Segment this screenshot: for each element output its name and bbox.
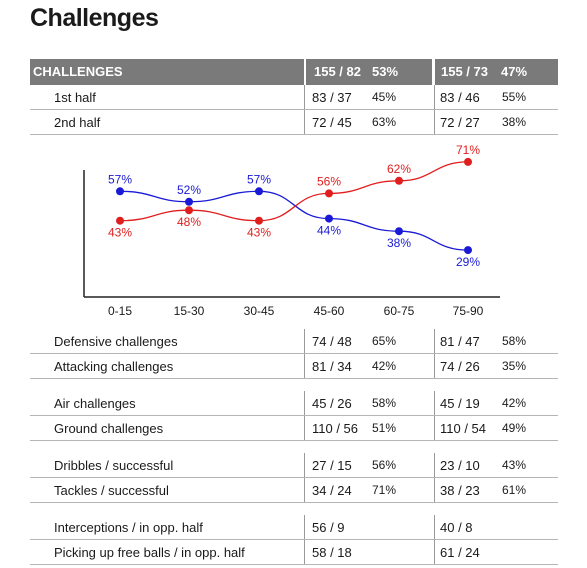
data-label: 43% bbox=[108, 226, 132, 240]
team1-value: 72 / 45 bbox=[312, 115, 352, 130]
header-team1-value: 155 / 82 bbox=[314, 64, 361, 79]
header-team1-pct: 53% bbox=[372, 64, 399, 79]
data-label: 56% bbox=[317, 174, 341, 188]
team2-value: 40 / 8 bbox=[440, 520, 473, 535]
data-point bbox=[255, 187, 263, 196]
header-label: CHALLENGES bbox=[33, 64, 123, 79]
row-label: Defensive challenges bbox=[54, 334, 178, 349]
header-team1-cell: 155 / 82 53% bbox=[306, 59, 432, 85]
team2-value: 72 / 27 bbox=[440, 115, 480, 130]
data-point bbox=[116, 216, 124, 225]
data-point bbox=[116, 187, 124, 196]
team1-pct: 56% bbox=[372, 458, 397, 472]
team2-pct: 35% bbox=[502, 359, 527, 373]
row-label: Ground challenges bbox=[54, 421, 164, 436]
data-label: 71% bbox=[456, 143, 480, 157]
team1-pct: 63% bbox=[372, 115, 397, 129]
header-label-cell: CHALLENGES bbox=[30, 59, 304, 85]
table-row: Tackles / successful 34 / 24 71% 38 / 23 61% bbox=[30, 478, 558, 503]
data-label: 43% bbox=[247, 226, 271, 240]
team1-value: 83 / 37 bbox=[312, 90, 352, 105]
team2-value: 83 / 46 bbox=[440, 90, 480, 105]
team2-pct: 42% bbox=[502, 396, 527, 410]
data-point bbox=[325, 214, 333, 223]
team1-value: 56 / 9 bbox=[312, 520, 345, 535]
data-label: 48% bbox=[177, 215, 201, 229]
data-label: 38% bbox=[387, 236, 411, 250]
x-tick-label: 60-75 bbox=[384, 304, 415, 318]
data-label: 44% bbox=[317, 224, 341, 238]
team1-pct: 45% bbox=[372, 90, 397, 104]
team1-value: 45 / 26 bbox=[312, 396, 352, 411]
team2-value: 45 / 19 bbox=[440, 396, 480, 411]
team2-pct: 43% bbox=[502, 458, 527, 472]
header-team2-pct: 47% bbox=[501, 64, 528, 79]
team2-value: 38 / 23 bbox=[440, 483, 480, 498]
team1-pct: 51% bbox=[372, 421, 397, 435]
team1-pct: 58% bbox=[372, 396, 397, 410]
data-point bbox=[185, 206, 193, 215]
team2-pct: 61% bbox=[502, 483, 527, 497]
table-row: Air challenges 45 / 26 58% 45 / 19 42% bbox=[30, 391, 558, 416]
header-team2-cell: 155 / 73 47% bbox=[435, 59, 558, 85]
data-label: 29% bbox=[456, 255, 480, 269]
data-point bbox=[325, 189, 333, 198]
data-point bbox=[185, 197, 193, 206]
data-point bbox=[464, 246, 472, 255]
team2-pct: 38% bbox=[502, 115, 527, 129]
row-label: Attacking challenges bbox=[54, 359, 174, 374]
page-title: Challenges bbox=[30, 4, 159, 32]
table-row: Picking up free balls / in opp. half 58 /… bbox=[30, 540, 558, 565]
team2-value: 81 / 47 bbox=[440, 334, 480, 349]
team1-value: 74 / 48 bbox=[312, 334, 352, 349]
header-team2-value: 155 / 73 bbox=[441, 64, 488, 79]
team2-pct: 55% bbox=[502, 90, 527, 104]
data-point bbox=[395, 176, 403, 185]
table-row: Dribbles / successful 27 / 15 56% 23 / 10 43… bbox=[30, 453, 558, 478]
team1-value: 34 / 24 bbox=[312, 483, 352, 498]
row-label: Dribbles / successful bbox=[54, 458, 174, 473]
data-label: 62% bbox=[387, 162, 411, 176]
team1-value: 58 / 18 bbox=[312, 545, 352, 560]
row-label: Interceptions / in opp. half bbox=[54, 520, 203, 535]
data-point bbox=[464, 157, 472, 166]
team2-value: 74 / 26 bbox=[440, 359, 480, 374]
team1-value: 27 / 15 bbox=[312, 458, 352, 473]
data-point bbox=[255, 216, 263, 225]
team1-pct: 42% bbox=[372, 359, 397, 373]
team1-value: 81 / 34 bbox=[312, 359, 352, 374]
data-label: 57% bbox=[108, 172, 132, 186]
table-row: Defensive challenges 74 / 48 65% 81 / 47 58% bbox=[30, 329, 558, 354]
team2-value: 61 / 24 bbox=[440, 545, 480, 560]
table-row: Attacking challenges 81 / 34 42% 74 / 26 35% bbox=[30, 354, 558, 379]
data-point bbox=[395, 227, 403, 236]
x-tick-label: 30-45 bbox=[244, 304, 275, 318]
table-row: Interceptions / in opp. half 56 / 9 40 / 8 bbox=[30, 515, 558, 540]
x-tick-label: 0-15 bbox=[108, 304, 132, 318]
team2-value: 110 / 54 bbox=[440, 421, 487, 436]
series-line-0 bbox=[119, 190, 469, 251]
data-label: 57% bbox=[247, 172, 271, 186]
row-label: 2nd half bbox=[54, 115, 101, 130]
challenges-line-chart: 57% 52% 57% 44% 38% 29% 43% 48% 43% 56% 62% 71% 0-1… bbox=[83, 143, 500, 318]
team2-value: 23 / 10 bbox=[440, 458, 480, 473]
x-tick-label: 15-30 bbox=[174, 304, 205, 318]
x-tick-label: 45-60 bbox=[314, 304, 345, 318]
row-label: Picking up free balls / in opp. half bbox=[54, 545, 245, 560]
team2-pct: 58% bbox=[502, 334, 527, 348]
team1-value: 110 / 56 bbox=[312, 421, 359, 436]
row-label: Tackles / successful bbox=[54, 483, 169, 498]
team2-pct: 49% bbox=[502, 421, 527, 435]
team1-pct: 71% bbox=[372, 483, 397, 497]
team1-pct: 65% bbox=[372, 334, 397, 348]
table-row: 1st half 83 / 37 45% 83 / 46 55% bbox=[30, 85, 558, 110]
table-row: Ground challenges 110 / 56 51% 110 / 54 49% bbox=[30, 416, 558, 441]
row-label: 1st half bbox=[54, 90, 96, 105]
table-row: 2nd half 72 / 45 63% 72 / 27 38% bbox=[30, 110, 558, 135]
row-label: Air challenges bbox=[54, 396, 136, 411]
data-label: 52% bbox=[177, 183, 201, 197]
x-tick-label: 75-90 bbox=[453, 304, 484, 318]
series-line-1 bbox=[119, 161, 469, 222]
